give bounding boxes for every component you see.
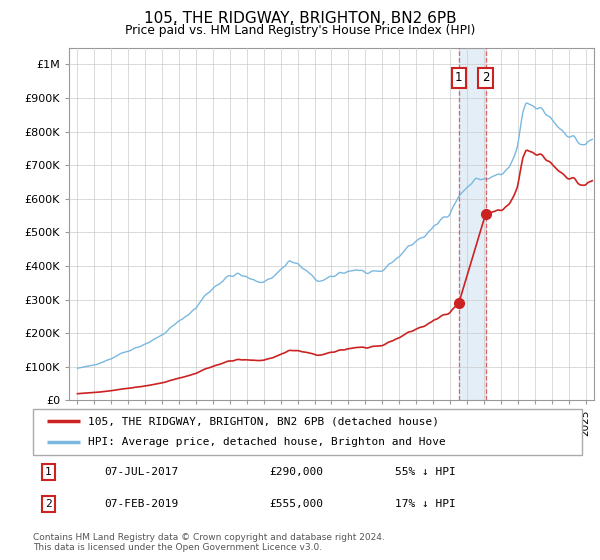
Text: 1: 1 bbox=[45, 466, 52, 477]
Text: 105, THE RIDGWAY, BRIGHTON, BN2 6PB (detached house): 105, THE RIDGWAY, BRIGHTON, BN2 6PB (det… bbox=[88, 416, 439, 426]
Text: £555,000: £555,000 bbox=[269, 499, 323, 509]
Text: 17% ↓ HPI: 17% ↓ HPI bbox=[395, 499, 456, 509]
Text: £290,000: £290,000 bbox=[269, 466, 323, 477]
Bar bbox=[459, 48, 485, 400]
Text: Price paid vs. HM Land Registry's House Price Index (HPI): Price paid vs. HM Land Registry's House … bbox=[125, 24, 475, 37]
Text: This data is licensed under the Open Government Licence v3.0.: This data is licensed under the Open Gov… bbox=[33, 543, 322, 552]
Text: Contains HM Land Registry data © Crown copyright and database right 2024.: Contains HM Land Registry data © Crown c… bbox=[33, 533, 385, 542]
Text: 105, THE RIDGWAY, BRIGHTON, BN2 6PB: 105, THE RIDGWAY, BRIGHTON, BN2 6PB bbox=[143, 11, 457, 26]
FancyBboxPatch shape bbox=[33, 409, 582, 455]
Text: 07-FEB-2019: 07-FEB-2019 bbox=[104, 499, 179, 509]
Text: 07-JUL-2017: 07-JUL-2017 bbox=[104, 466, 179, 477]
Text: 1: 1 bbox=[455, 71, 463, 85]
Text: 2: 2 bbox=[482, 71, 490, 85]
Text: 55% ↓ HPI: 55% ↓ HPI bbox=[395, 466, 456, 477]
Text: HPI: Average price, detached house, Brighton and Hove: HPI: Average price, detached house, Brig… bbox=[88, 437, 446, 447]
Text: 2: 2 bbox=[45, 499, 52, 509]
